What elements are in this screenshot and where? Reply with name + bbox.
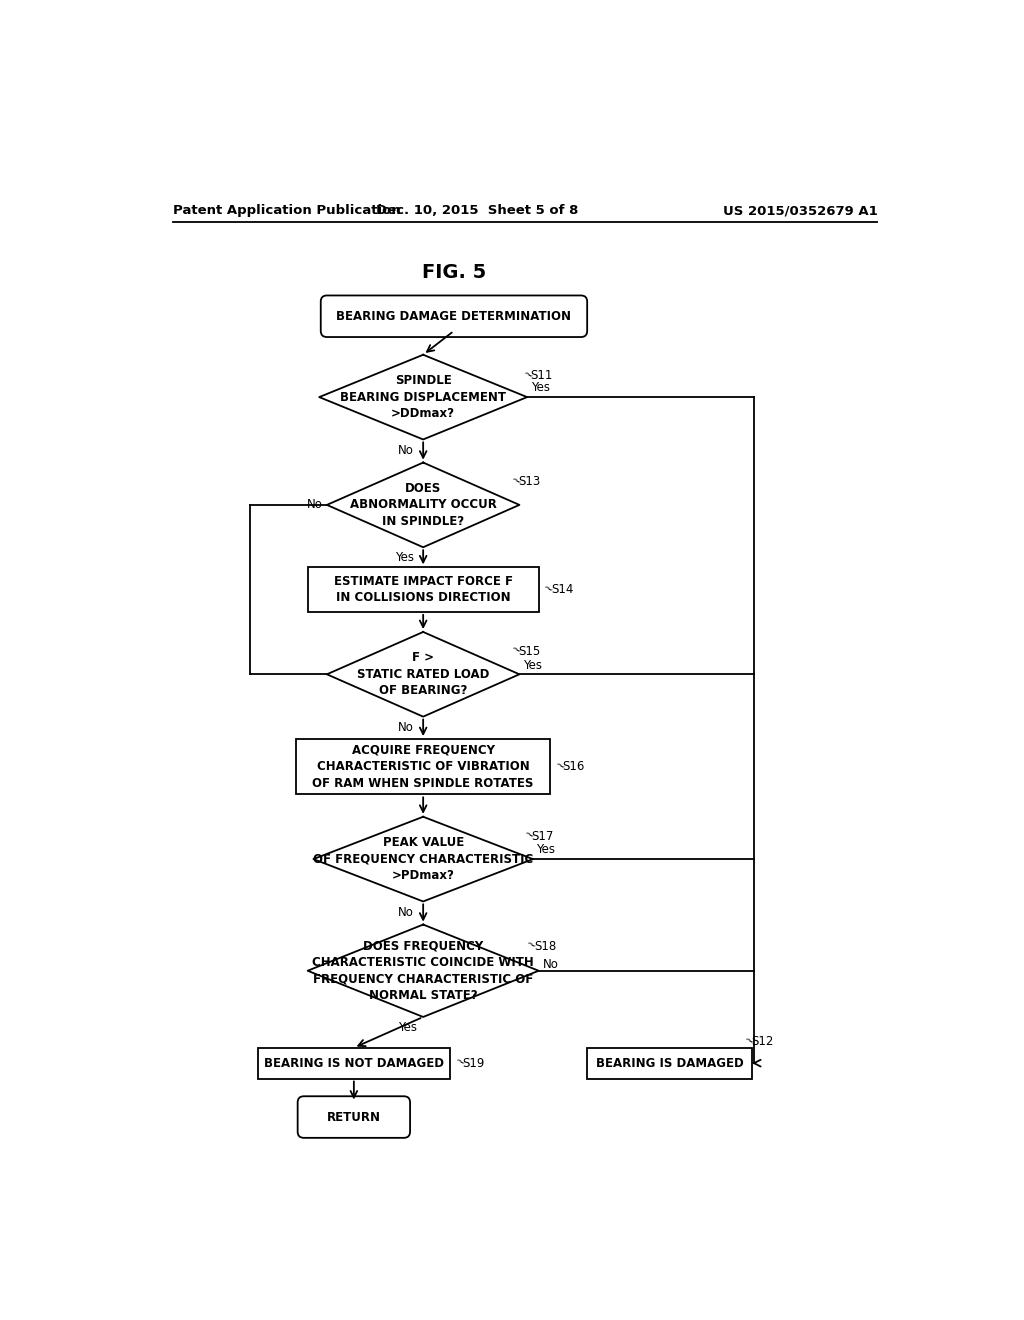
Text: No: No	[398, 445, 414, 458]
Text: ∼: ∼	[519, 367, 535, 384]
Text: F >
STATIC RATED LOAD
OF BEARING?: F > STATIC RATED LOAD OF BEARING?	[357, 651, 489, 697]
Text: S15: S15	[518, 644, 541, 657]
Text: Yes: Yes	[398, 1022, 417, 1035]
Text: S16: S16	[562, 760, 585, 774]
Text: FIG. 5: FIG. 5	[422, 263, 486, 282]
Text: ∼: ∼	[508, 643, 523, 659]
Text: S12: S12	[752, 1035, 773, 1048]
Text: ∼: ∼	[541, 582, 555, 598]
Bar	[307, 568, 539, 612]
Text: ∼: ∼	[452, 1055, 467, 1072]
Text: ∼: ∼	[523, 939, 539, 954]
Text: ∼: ∼	[552, 759, 567, 775]
Text: ∼: ∼	[508, 474, 523, 490]
Text: SPINDLE
BEARING DISPLACEMENT
>DDmax?: SPINDLE BEARING DISPLACEMENT >DDmax?	[340, 374, 506, 420]
Text: DOES
ABNORMALITY OCCUR
IN SPINDLE?: DOES ABNORMALITY OCCUR IN SPINDLE?	[350, 482, 497, 528]
Text: S13: S13	[518, 475, 541, 488]
Text: No: No	[307, 499, 323, 511]
Text: S18: S18	[535, 940, 556, 953]
Bar	[587, 1048, 753, 1078]
Text: PEAK VALUE
OF FREQUENCY CHARACTERISTIC
>PDmax?: PEAK VALUE OF FREQUENCY CHARACTERISTIC >…	[313, 836, 534, 882]
Text: No: No	[398, 721, 414, 734]
Text: BEARING IS DAMAGED: BEARING IS DAMAGED	[596, 1056, 743, 1069]
Text: No: No	[398, 907, 414, 920]
Text: Yes: Yes	[537, 843, 555, 857]
Text: RETURN: RETURN	[327, 1110, 381, 1123]
Text: BEARING DAMAGE DETERMINATION: BEARING DAMAGE DETERMINATION	[337, 310, 571, 323]
Bar	[258, 1048, 451, 1078]
Text: Dec. 10, 2015  Sheet 5 of 8: Dec. 10, 2015 Sheet 5 of 8	[376, 205, 579, 218]
FancyBboxPatch shape	[298, 1096, 410, 1138]
Text: S19: S19	[463, 1056, 484, 1069]
Text: Yes: Yes	[523, 659, 543, 672]
Text: ESTIMATE IMPACT FORCE F
IN COLLISIONS DIRECTION: ESTIMATE IMPACT FORCE F IN COLLISIONS DI…	[334, 574, 513, 605]
Text: ∼: ∼	[521, 828, 536, 843]
Text: Yes: Yes	[395, 550, 414, 564]
Text: S17: S17	[531, 829, 554, 842]
Text: US 2015/0352679 A1: US 2015/0352679 A1	[723, 205, 878, 218]
Text: ∼: ∼	[740, 1034, 756, 1049]
Text: S11: S11	[530, 370, 553, 381]
FancyBboxPatch shape	[321, 296, 587, 337]
Text: Yes: Yes	[531, 381, 550, 395]
Text: No: No	[543, 958, 558, 972]
Text: S14: S14	[551, 583, 573, 597]
Bar	[296, 739, 550, 795]
Text: Patent Application Publication: Patent Application Publication	[173, 205, 400, 218]
Text: ACQUIRE FREQUENCY
CHARACTERISTIC OF VIBRATION
OF RAM WHEN SPINDLE ROTATES: ACQUIRE FREQUENCY CHARACTERISTIC OF VIBR…	[312, 743, 534, 789]
Text: DOES FREQUENCY
CHARACTERISTIC COINCIDE WITH
FREQUENCY CHARACTERISTIC OF
NORMAL S: DOES FREQUENCY CHARACTERISTIC COINCIDE W…	[312, 940, 535, 1002]
Text: BEARING IS NOT DAMAGED: BEARING IS NOT DAMAGED	[264, 1056, 443, 1069]
